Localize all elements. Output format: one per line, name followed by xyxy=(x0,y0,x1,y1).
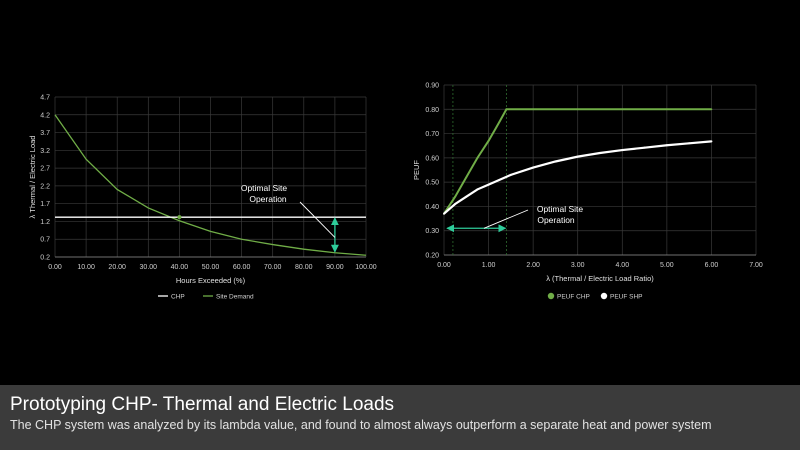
c2-xtick-label: 0.00 xyxy=(437,262,451,269)
legend-label-peuf-chp: PEUF CHP xyxy=(557,294,590,301)
peuf-shp-point xyxy=(487,183,490,186)
annotation2-text-line2: Operation xyxy=(537,215,575,225)
slide-subtitle: The CHP system was analyzed by its lambd… xyxy=(10,418,712,432)
legend-label-site-demand: Site Demand xyxy=(216,294,254,301)
c1-xtick-label: 100.00 xyxy=(355,264,377,271)
chart-lambda-vs-hours: 0.00 10.00 20.00 30.00 40.00 50.00 60.00 70.00 8… xyxy=(28,95,377,301)
peuf-chp-point xyxy=(710,108,713,111)
charts-canvas: 0.00 10.00 20.00 30.00 40.00 50.00 60.00 70.00 8… xyxy=(28,83,763,301)
peuf-shp-point xyxy=(476,188,479,191)
c1-y-axis-title: λ Thermal / Electric Load xyxy=(28,136,37,219)
peuf-shp-point xyxy=(532,166,535,169)
annotation-leader-line xyxy=(299,201,336,238)
peuf-chp-point xyxy=(454,195,457,198)
legend-swatch-peuf-shp xyxy=(600,292,608,300)
c1-ytick-label: 1.7 xyxy=(40,201,50,208)
c2-ytick-label: 0.20 xyxy=(425,253,439,260)
c1-ytick-label: 0.7 xyxy=(40,237,50,244)
peuf-shp-point xyxy=(509,173,512,176)
c2-ytick-label: 0.90 xyxy=(425,83,439,90)
c1-ytick-label: 0.2 xyxy=(40,255,50,262)
c1-ytick-label: 4.2 xyxy=(40,112,50,119)
peuf-chp-point xyxy=(532,108,535,111)
c2-xtick-label: 2.00 xyxy=(526,262,540,269)
c2-xtick-label: 3.00 xyxy=(571,262,585,269)
legend-label-peuf-shp: PEUF SHP xyxy=(610,294,643,301)
c1-ytick-label: 2.7 xyxy=(40,166,50,173)
peuf-chp-point xyxy=(505,108,508,111)
c2-ytick-label: 0.30 xyxy=(425,228,439,235)
c1-xtick-label: 40.00 xyxy=(171,264,189,271)
c2-y-axis-title: PEUF xyxy=(412,160,421,180)
peuf-chp-series xyxy=(443,108,712,215)
peuf-chp-point xyxy=(476,156,479,159)
c1-xtick-label: 10.00 xyxy=(77,264,95,271)
peuf-shp-point xyxy=(465,195,468,198)
c2-xtick-label: 4.00 xyxy=(615,262,629,269)
peuf-shp-point xyxy=(710,140,713,143)
annotation2-leader-line xyxy=(483,209,529,229)
c1-xtick-label: 50.00 xyxy=(202,264,220,271)
annotation-text-line2: Operation xyxy=(249,194,287,204)
c1-ytick-label: 4.7 xyxy=(40,95,50,102)
peuf-chp-point xyxy=(498,120,501,123)
intersection-marker xyxy=(177,215,182,220)
c1-ytick-label: 2.2 xyxy=(40,183,50,190)
peuf-shp-point xyxy=(454,203,457,205)
peuf-shp-point xyxy=(643,146,646,149)
c2-xtick-label: 6.00 xyxy=(705,262,719,269)
c2-xtick-label: 7.00 xyxy=(749,262,763,269)
peuf-shp-point xyxy=(688,142,691,145)
c2-ytick-label: 0.60 xyxy=(425,155,439,162)
c1-xtick-label: 60.00 xyxy=(233,264,251,271)
c1-x-axis-title: Hours Exceeded (%) xyxy=(176,276,246,285)
legend-swatch-peuf-chp xyxy=(547,292,555,300)
chart-peuf-vs-lambda: 0.00 1.00 2.00 3.00 4.00 5.00 6.00 7.00 0.20 0.30… xyxy=(412,83,763,301)
annotation-text-line1: Optimal Site xyxy=(241,183,288,193)
annotation2-text-line1: Optimal Site xyxy=(537,204,584,214)
c1-xtick-label: 0.00 xyxy=(48,264,62,271)
peuf-chp-point xyxy=(621,108,624,111)
peuf-shp-point xyxy=(554,160,557,163)
caption-bar: Prototyping CHP- Thermal and Electric Lo… xyxy=(0,385,800,450)
c2-xtick-label: 5.00 xyxy=(660,262,674,269)
c1-xtick-label: 90.00 xyxy=(326,264,344,271)
peuf-shp-point xyxy=(665,144,668,147)
peuf-chp-point xyxy=(665,108,668,111)
c2-ytick-label: 0.70 xyxy=(425,131,439,138)
c1-ytick-label: 3.2 xyxy=(40,148,50,155)
peuf-shp-point xyxy=(621,149,624,152)
c2-ytick-label: 0.80 xyxy=(425,107,439,114)
peuf-shp-point xyxy=(599,152,601,154)
legend-label-chp: CHP xyxy=(171,294,185,301)
c1-xtick-label: 80.00 xyxy=(295,264,313,271)
c2-ytick-label: 0.40 xyxy=(425,204,439,211)
peuf-chp-point xyxy=(576,108,579,111)
c1-ytick-label: 3.7 xyxy=(40,130,50,137)
c1-ytick-label: 1.2 xyxy=(40,219,50,226)
peuf-shp-point xyxy=(576,155,579,158)
peuf-chp-point xyxy=(487,139,490,142)
c1-xtick-label: 70.00 xyxy=(264,264,282,271)
c2-x-axis-title: λ (Thermal / Electric Load Ratio) xyxy=(546,274,654,283)
slide-title: Prototyping CHP- Thermal and Electric Lo… xyxy=(10,394,395,415)
c2-xtick-label: 1.00 xyxy=(482,262,496,269)
peuf-chp-point xyxy=(465,176,468,179)
c1-xtick-label: 30.00 xyxy=(140,264,158,271)
c1-xtick-label: 20.00 xyxy=(108,264,126,271)
c2-ytick-label: 0.50 xyxy=(425,180,439,187)
peuf-shp-point xyxy=(443,212,445,215)
